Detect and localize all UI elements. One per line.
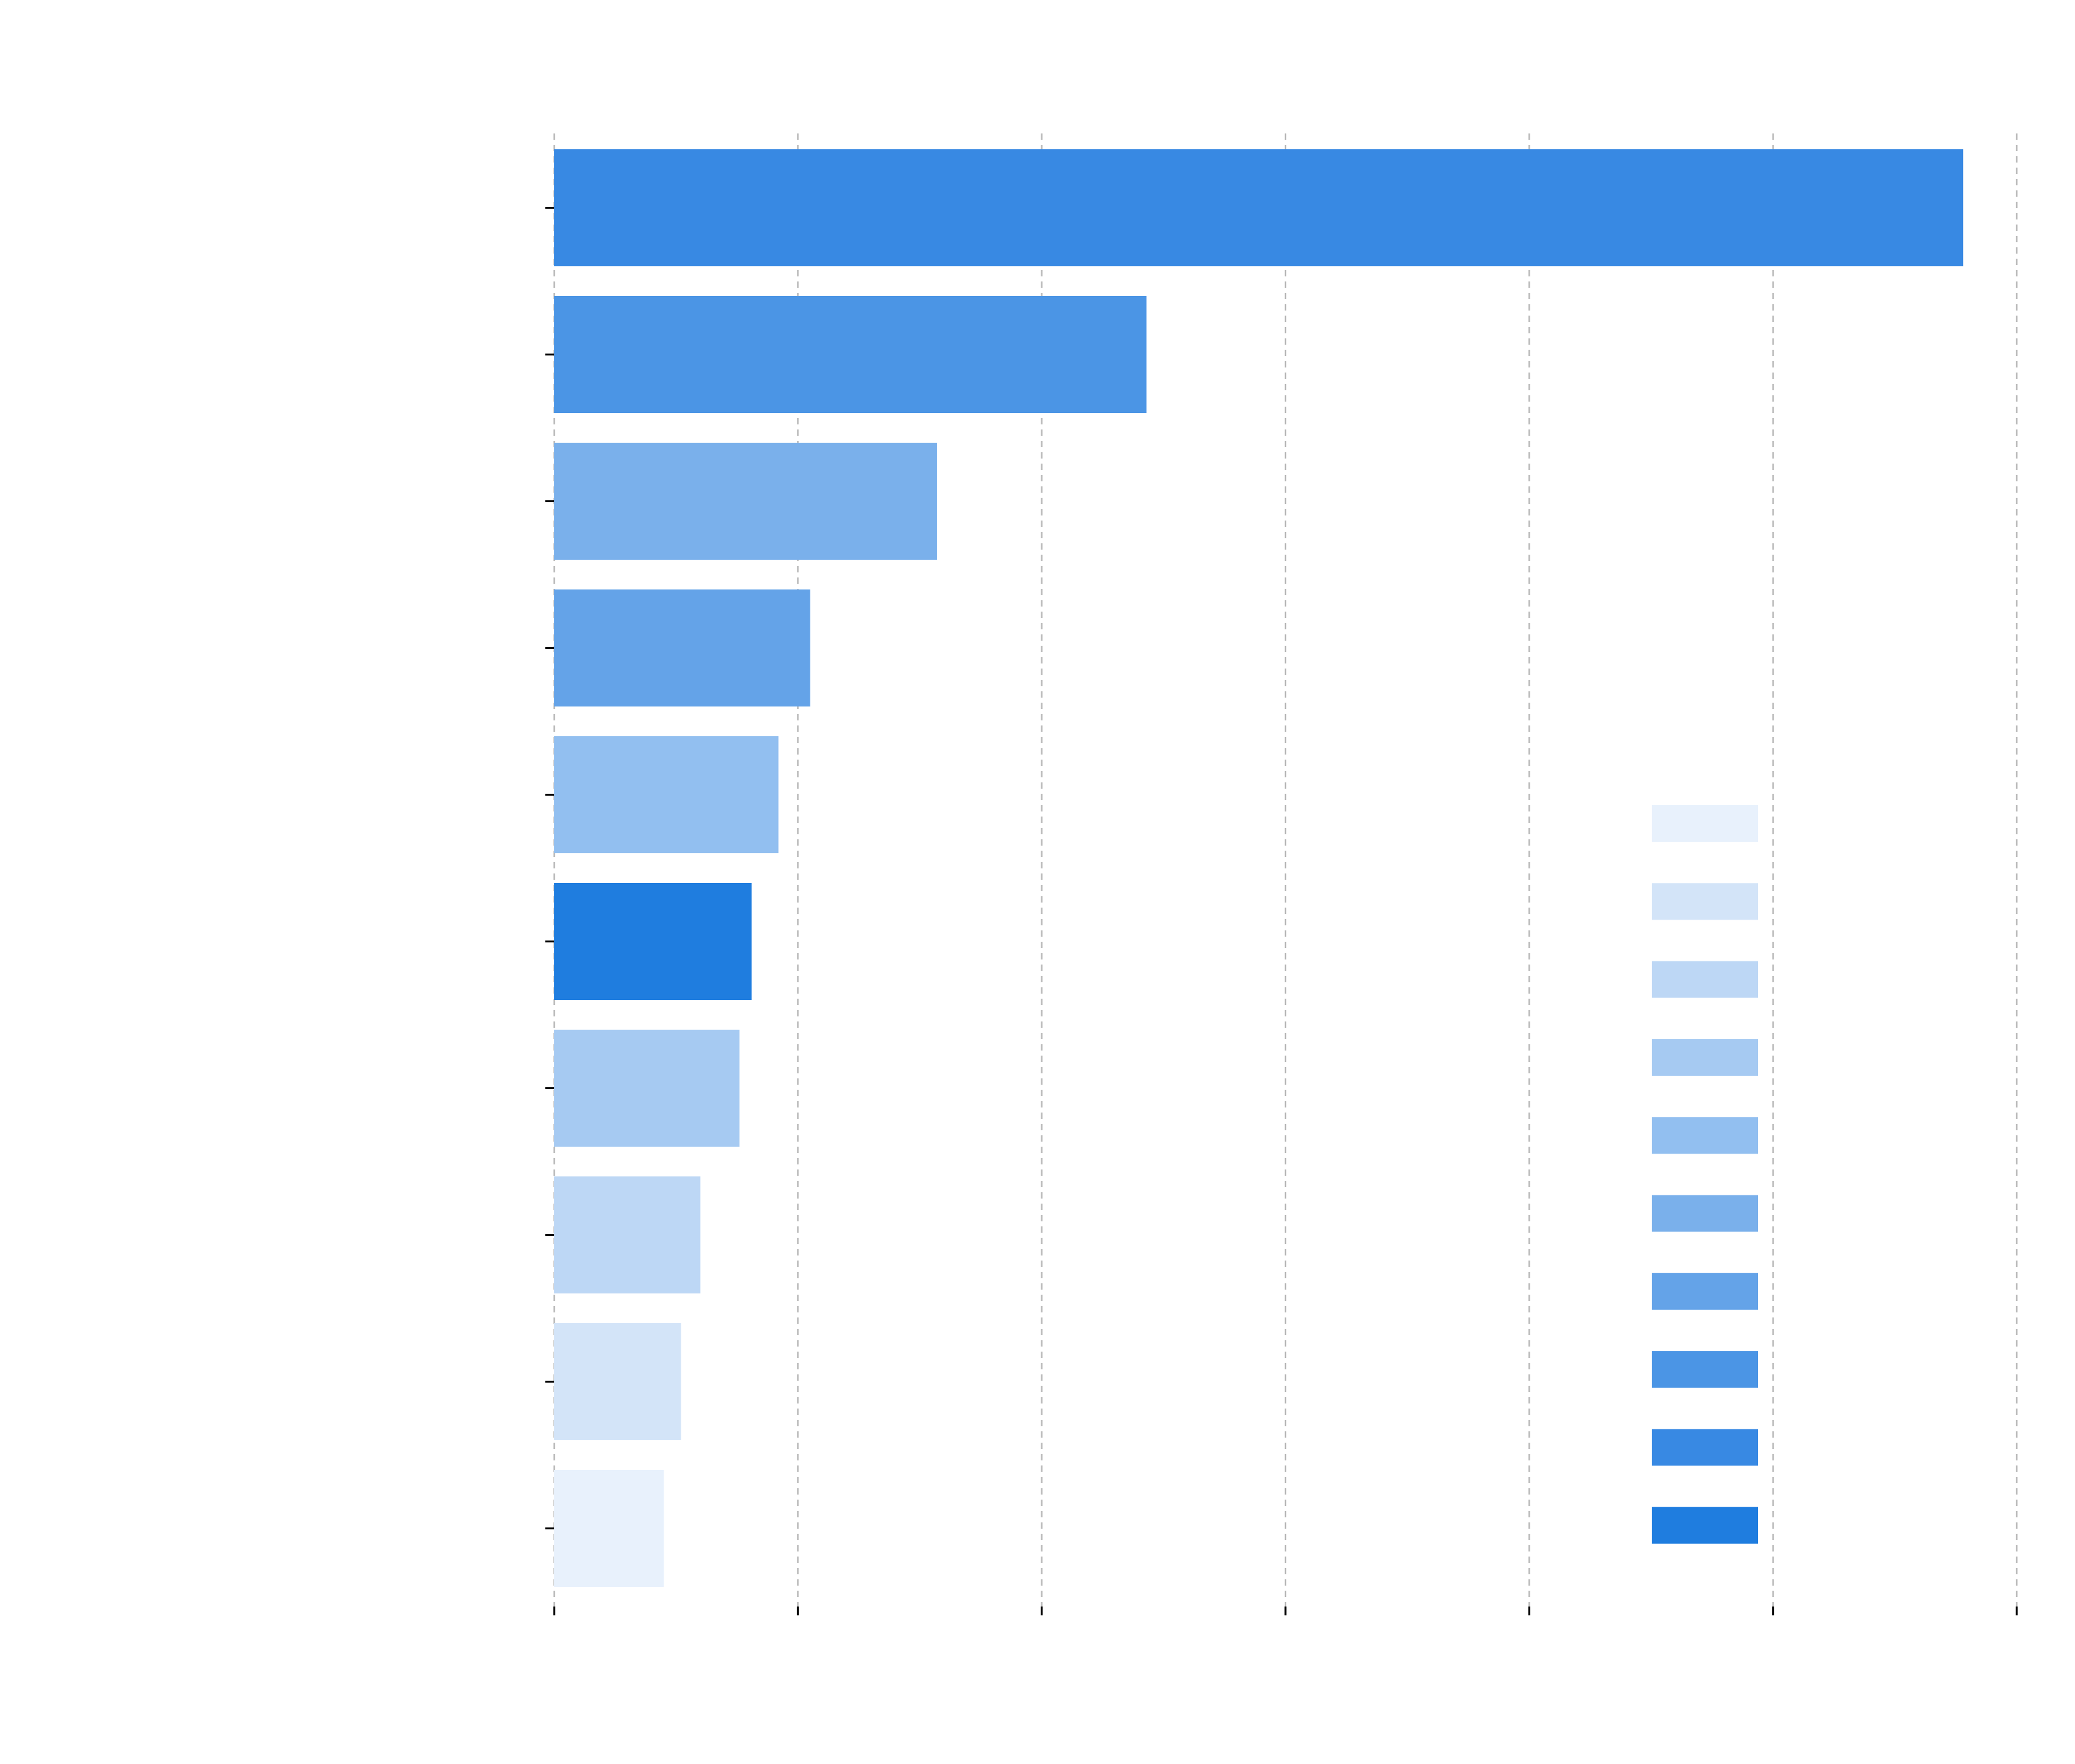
bar-7 [554, 1176, 701, 1293]
legend-swatch-1 [1652, 883, 1758, 920]
bar-3 [554, 589, 810, 706]
legend-swatch-5 [1652, 1195, 1758, 1232]
legend-swatch-6 [1652, 1273, 1758, 1310]
bar-9 [554, 1470, 664, 1587]
legend-swatch-7 [1652, 1351, 1758, 1388]
legend [1652, 805, 1758, 1544]
bar-5 [554, 883, 752, 1000]
bar-2 [554, 443, 937, 560]
bar-6 [554, 1030, 740, 1147]
bar-8 [554, 1323, 681, 1440]
legend-swatch-2 [1652, 961, 1758, 998]
bar-1 [554, 296, 1147, 413]
bars [554, 149, 1964, 1587]
legend-swatch-9 [1652, 1507, 1758, 1544]
bar-0 [554, 149, 1964, 266]
bar-4 [554, 736, 779, 853]
y-axis-ticks [545, 207, 554, 1529]
legend-swatch-8 [1652, 1429, 1758, 1466]
x-axis-ticks [553, 1607, 2018, 1615]
legend-swatch-4 [1652, 1117, 1758, 1154]
legend-swatch-3 [1652, 1039, 1758, 1076]
legend-swatch-0 [1652, 805, 1758, 842]
